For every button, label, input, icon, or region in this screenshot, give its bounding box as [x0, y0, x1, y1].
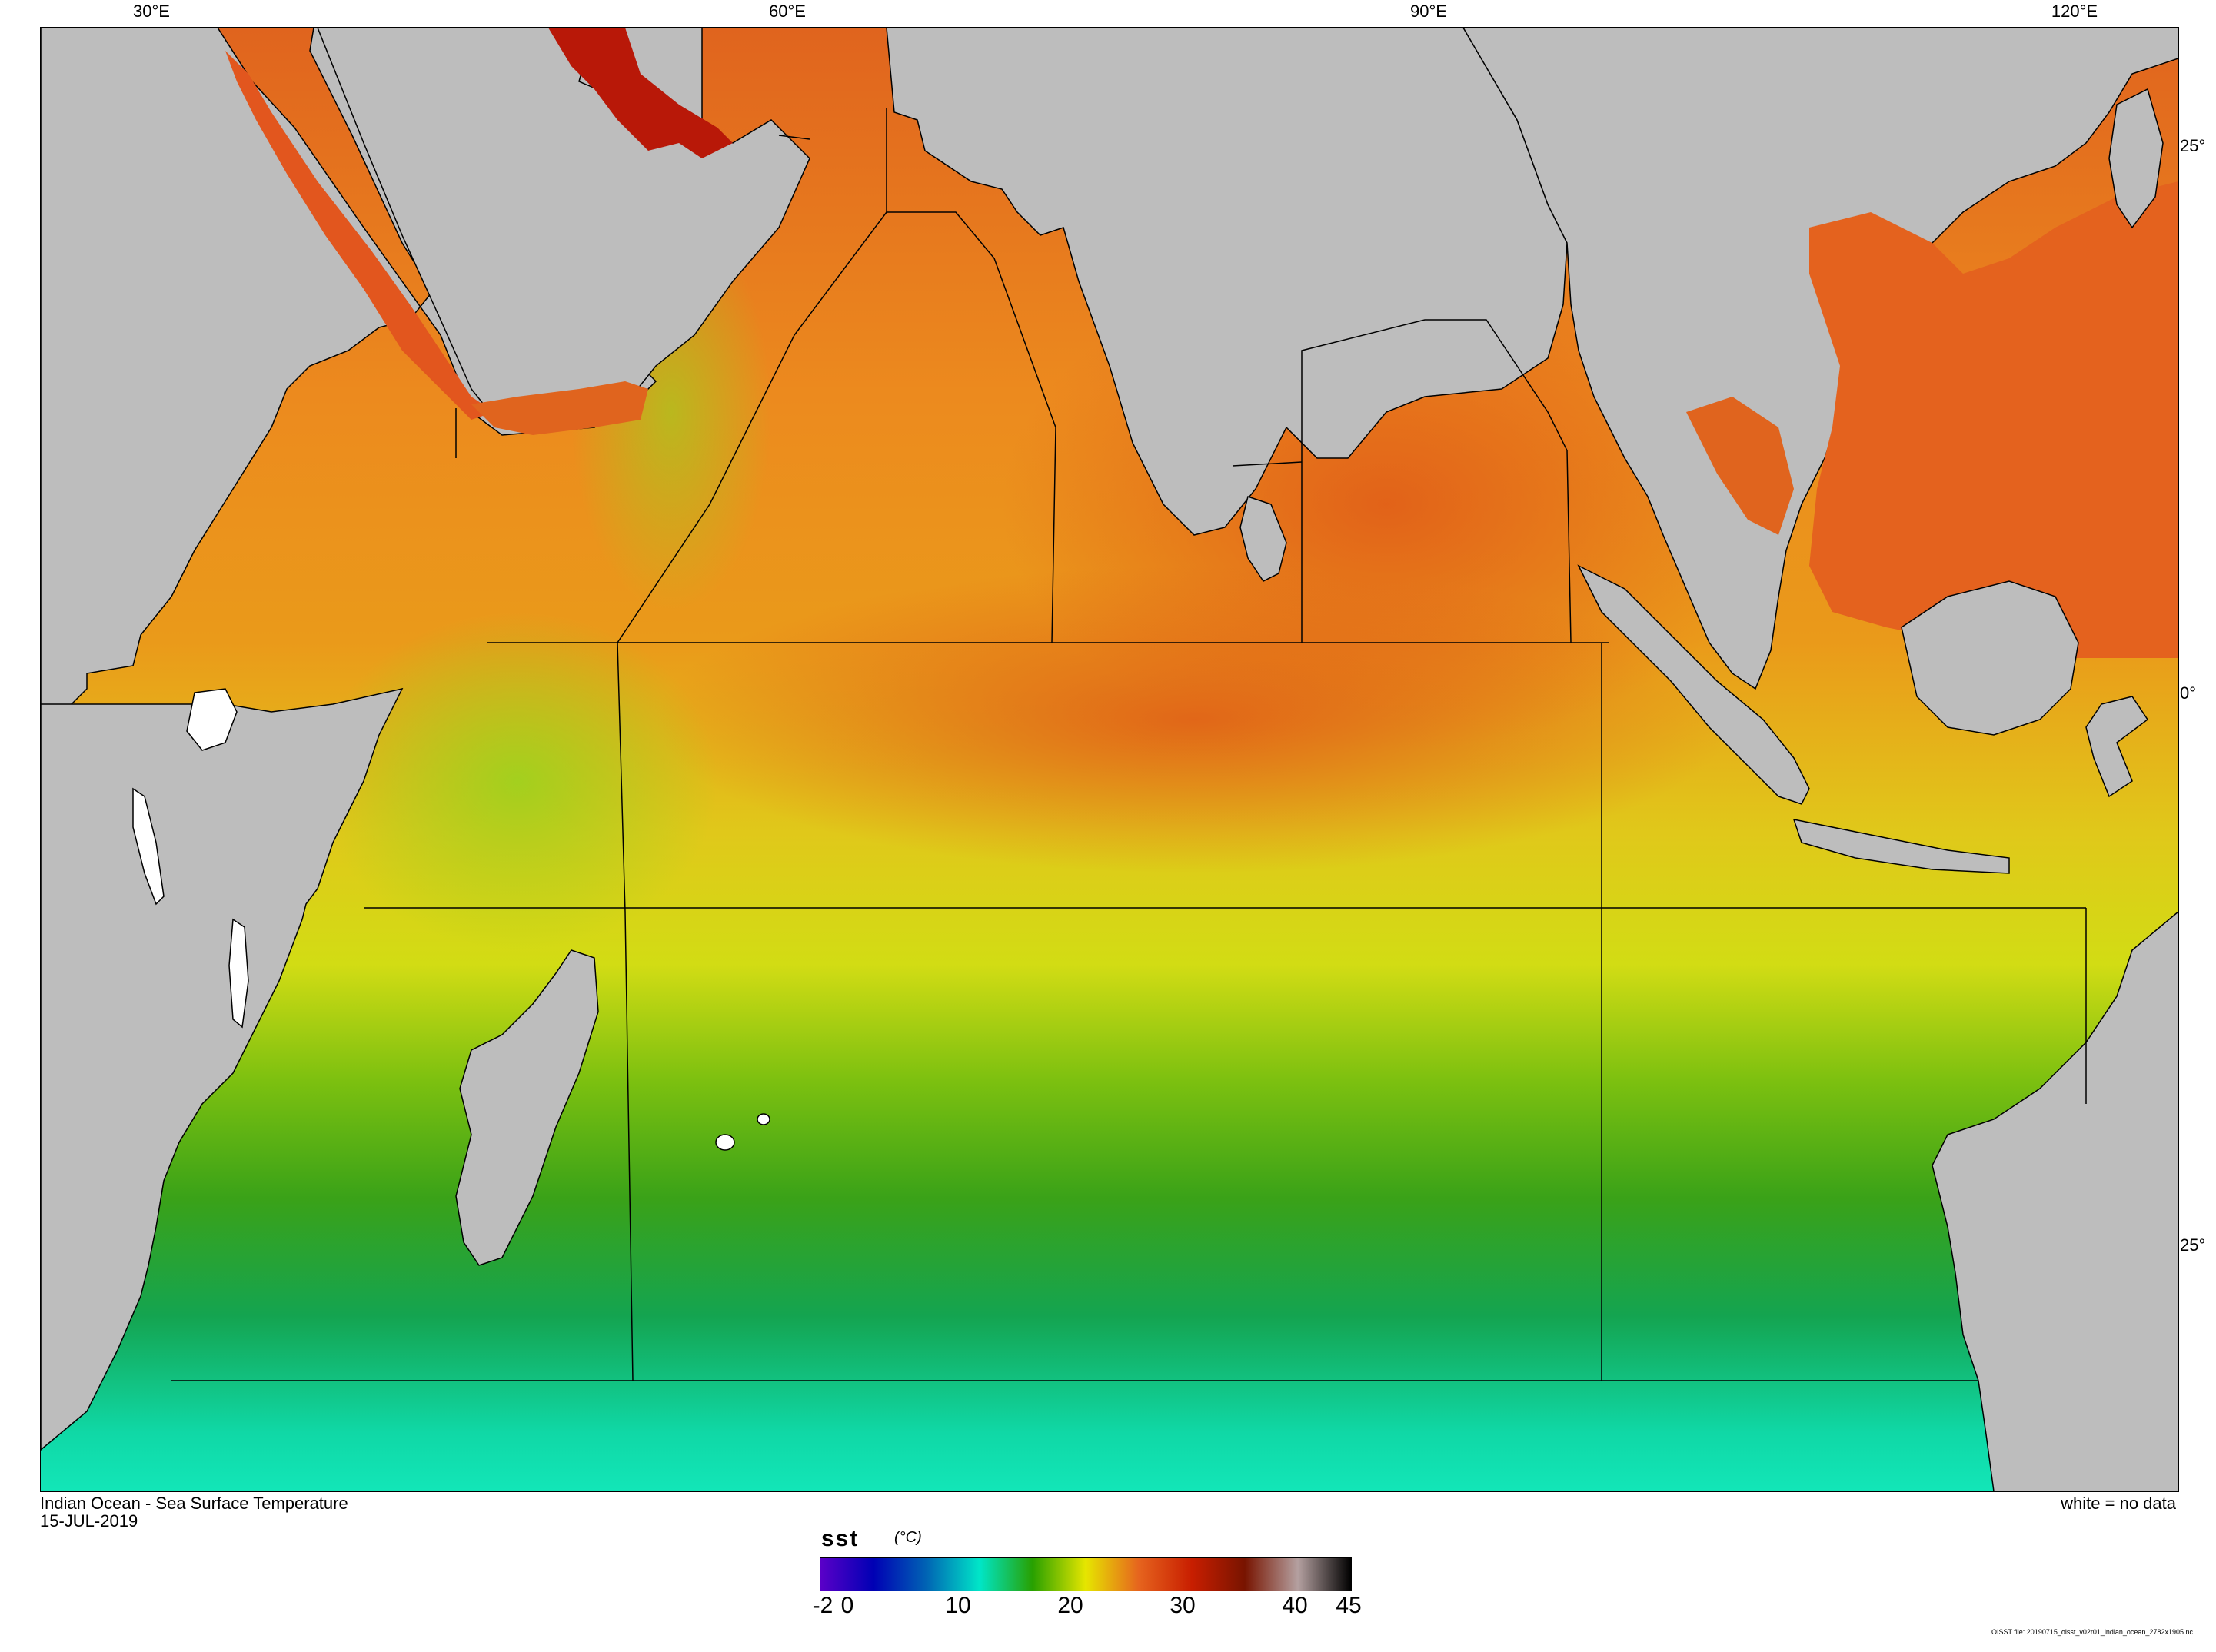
- colorbar-tick-neg2: -2: [812, 1593, 833, 1618]
- lake-victoria: [186, 688, 238, 751]
- sst-map-graphic: [41, 28, 2178, 1491]
- colorbar-tick-20: 20: [1057, 1593, 1083, 1618]
- land-philippines: [2108, 88, 2164, 229]
- lon-label-90e: 90°E: [1410, 2, 1447, 21]
- colorbar-tick-40: 40: [1282, 1593, 1308, 1618]
- warm-anomaly-equatorial: [656, 566, 1732, 873]
- land-southeast-asia: [1462, 28, 2178, 690]
- island-reunion: [715, 1134, 735, 1151]
- colorbar-tick-45: 45: [1336, 1593, 1362, 1618]
- colorbar-tick-0: 0: [840, 1593, 854, 1618]
- cool-anomaly-somali: [318, 612, 717, 950]
- map-title: Indian Ocean - Sea Surface Temperature: [40, 1494, 348, 1513]
- red-sea: [225, 51, 494, 420]
- lat-label-25s: 25°: [2180, 1235, 2206, 1255]
- file-note: OISST file: 20190715_oisst_v02r01_indian…: [1991, 1628, 2193, 1636]
- no-data-note: white = no data: [2061, 1494, 2176, 1513]
- colorbar-units: (°C): [894, 1529, 922, 1546]
- lake-tanganyika: [132, 787, 165, 906]
- gulf-of-aden: [471, 381, 648, 435]
- colorbar-tick-10: 10: [945, 1593, 971, 1618]
- island-mauritius: [757, 1113, 770, 1125]
- land-india: [886, 28, 1568, 536]
- persian-gulf: [548, 28, 733, 158]
- gulf-of-thailand: [1686, 397, 1794, 535]
- map-date: 15-JUL-2019: [40, 1511, 138, 1531]
- region-boundaries: [171, 108, 2087, 1381]
- sst-map: [40, 27, 2179, 1492]
- land-madagascar: [455, 949, 599, 1266]
- lon-label-30e: 30°E: [133, 2, 170, 21]
- lon-label-120e: 120°E: [2051, 2, 2098, 21]
- colorbar-tick-30: 30: [1170, 1593, 1196, 1618]
- land-africa-east: [41, 687, 404, 1451]
- land-sumatra: [1577, 564, 1810, 805]
- lake-malawi: [228, 918, 249, 1029]
- land-borneo: [1901, 580, 2079, 736]
- land-sulawesi: [2085, 696, 2149, 798]
- lat-label-25n: 25°: [2180, 136, 2206, 155]
- colorbar-variable: sst: [821, 1526, 860, 1551]
- south-china-sea: [1809, 181, 2178, 658]
- colorbar: [820, 1557, 1352, 1591]
- lon-label-60e: 60°E: [769, 2, 806, 21]
- land-java: [1792, 819, 2010, 874]
- lat-label-0: 0°: [2180, 683, 2197, 703]
- land-sri-lanka: [1239, 496, 1287, 582]
- land-australia: [1932, 911, 2178, 1491]
